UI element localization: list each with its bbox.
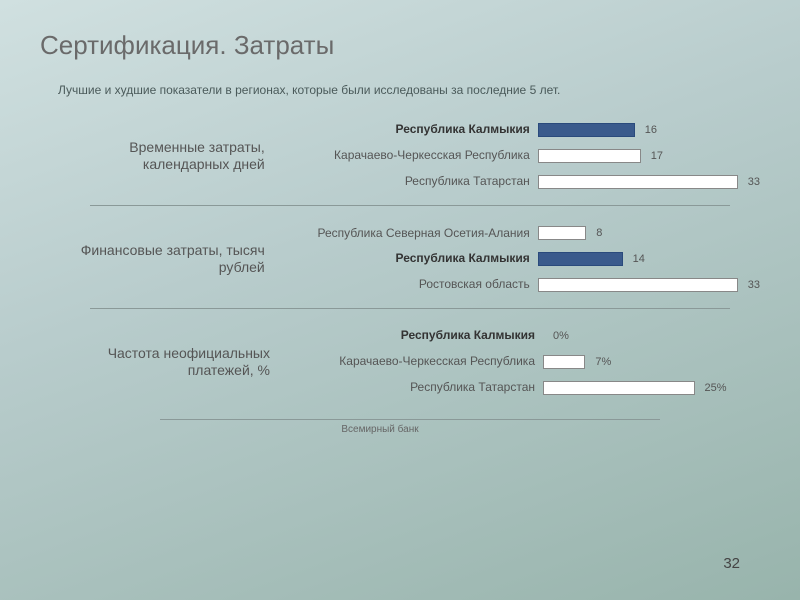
group-rows: Республика Северная Осетия-Алания 8 Респ… (285, 220, 760, 298)
row-label: Республика Татарстан (285, 175, 538, 188)
row-label: Карачаево-Черкесская Республика (285, 149, 538, 162)
row-label: Республика Северная Осетия-Алания (285, 227, 538, 239)
bar-wrap: 14 (538, 246, 760, 272)
bar-value: 16 (645, 124, 657, 136)
bar-value: 33 (748, 176, 760, 188)
group-freq: Частота неофициальных платежей, % Респуб… (40, 323, 760, 401)
bar (538, 252, 623, 266)
row-label: Ростовская область (285, 278, 538, 291)
bar-row: Республика Калмыкия 14 (285, 246, 760, 272)
subtitle: Лучшие и худшие показатели в регионах, к… (58, 83, 760, 97)
bar-wrap: 8 (538, 220, 760, 246)
bar-row: Республика Татарстан 25% (290, 375, 760, 401)
group-rows: Республика Калмыкия 16 Карачаево-Черкесс… (285, 117, 760, 195)
bar (538, 149, 641, 163)
bar-row: Республика Калмыкия 0% (290, 323, 760, 349)
bar-wrap: 0% (543, 323, 760, 349)
divider (90, 205, 730, 206)
group-time: Временные затраты, календарных дней Респ… (40, 117, 760, 195)
bar-value: 7% (595, 356, 611, 368)
bar-row: Республика Калмыкия 16 (285, 117, 760, 143)
bar-value: 33 (748, 279, 760, 291)
bar-row: Карачаево-Черкесская Республика 7% (290, 349, 760, 375)
bar-wrap: 25% (543, 375, 760, 401)
bar (538, 123, 635, 137)
group-label: Финансовые затраты, тысяч рублей (40, 242, 285, 277)
row-label: Карачаево-Черкесская Республика (290, 355, 543, 368)
footer-text: Всемирный банк (0, 424, 760, 435)
bar (543, 381, 695, 395)
bar (543, 355, 585, 369)
bar-wrap: 17 (538, 143, 760, 169)
bar-wrap: 33 (538, 272, 760, 298)
bar (538, 226, 586, 240)
row-label: Республика Калмыкия (290, 329, 543, 342)
page-title: Сертификация. Затраты (40, 30, 760, 61)
bar (538, 278, 738, 292)
bar-row: Республика Татарстан 33 (285, 169, 760, 195)
group-cost: Финансовые затраты, тысяч рублей Республ… (40, 220, 760, 298)
bar-value: 8 (596, 227, 602, 239)
bar-value: 0% (553, 330, 569, 342)
slide: Сертификация. Затраты Лучшие и худшие по… (0, 0, 800, 600)
row-label: Республика Калмыкия (285, 252, 538, 265)
bar-wrap: 16 (538, 117, 760, 143)
group-label: Временные затраты, календарных дней (40, 139, 285, 174)
bar-value: 17 (651, 150, 663, 162)
divider (90, 308, 730, 309)
bar-row: Карачаево-Черкесская Республика 17 (285, 143, 760, 169)
bar-value: 25% (705, 382, 727, 394)
bar-row: Республика Северная Осетия-Алания 8 (285, 220, 760, 246)
bar-wrap: 33 (538, 169, 760, 195)
group-rows: Республика Калмыкия 0% Карачаево-Черкесс… (290, 323, 760, 401)
bar-row: Ростовская область 33 (285, 272, 760, 298)
footer-divider (160, 419, 660, 420)
bar (538, 175, 738, 189)
bar-wrap: 7% (543, 349, 760, 375)
row-label: Республика Калмыкия (285, 123, 538, 136)
row-label: Республика Татарстан (290, 381, 543, 394)
group-label: Частота неофициальных платежей, % (40, 345, 290, 380)
bar-value: 14 (633, 253, 645, 265)
page-number: 32 (723, 555, 740, 572)
